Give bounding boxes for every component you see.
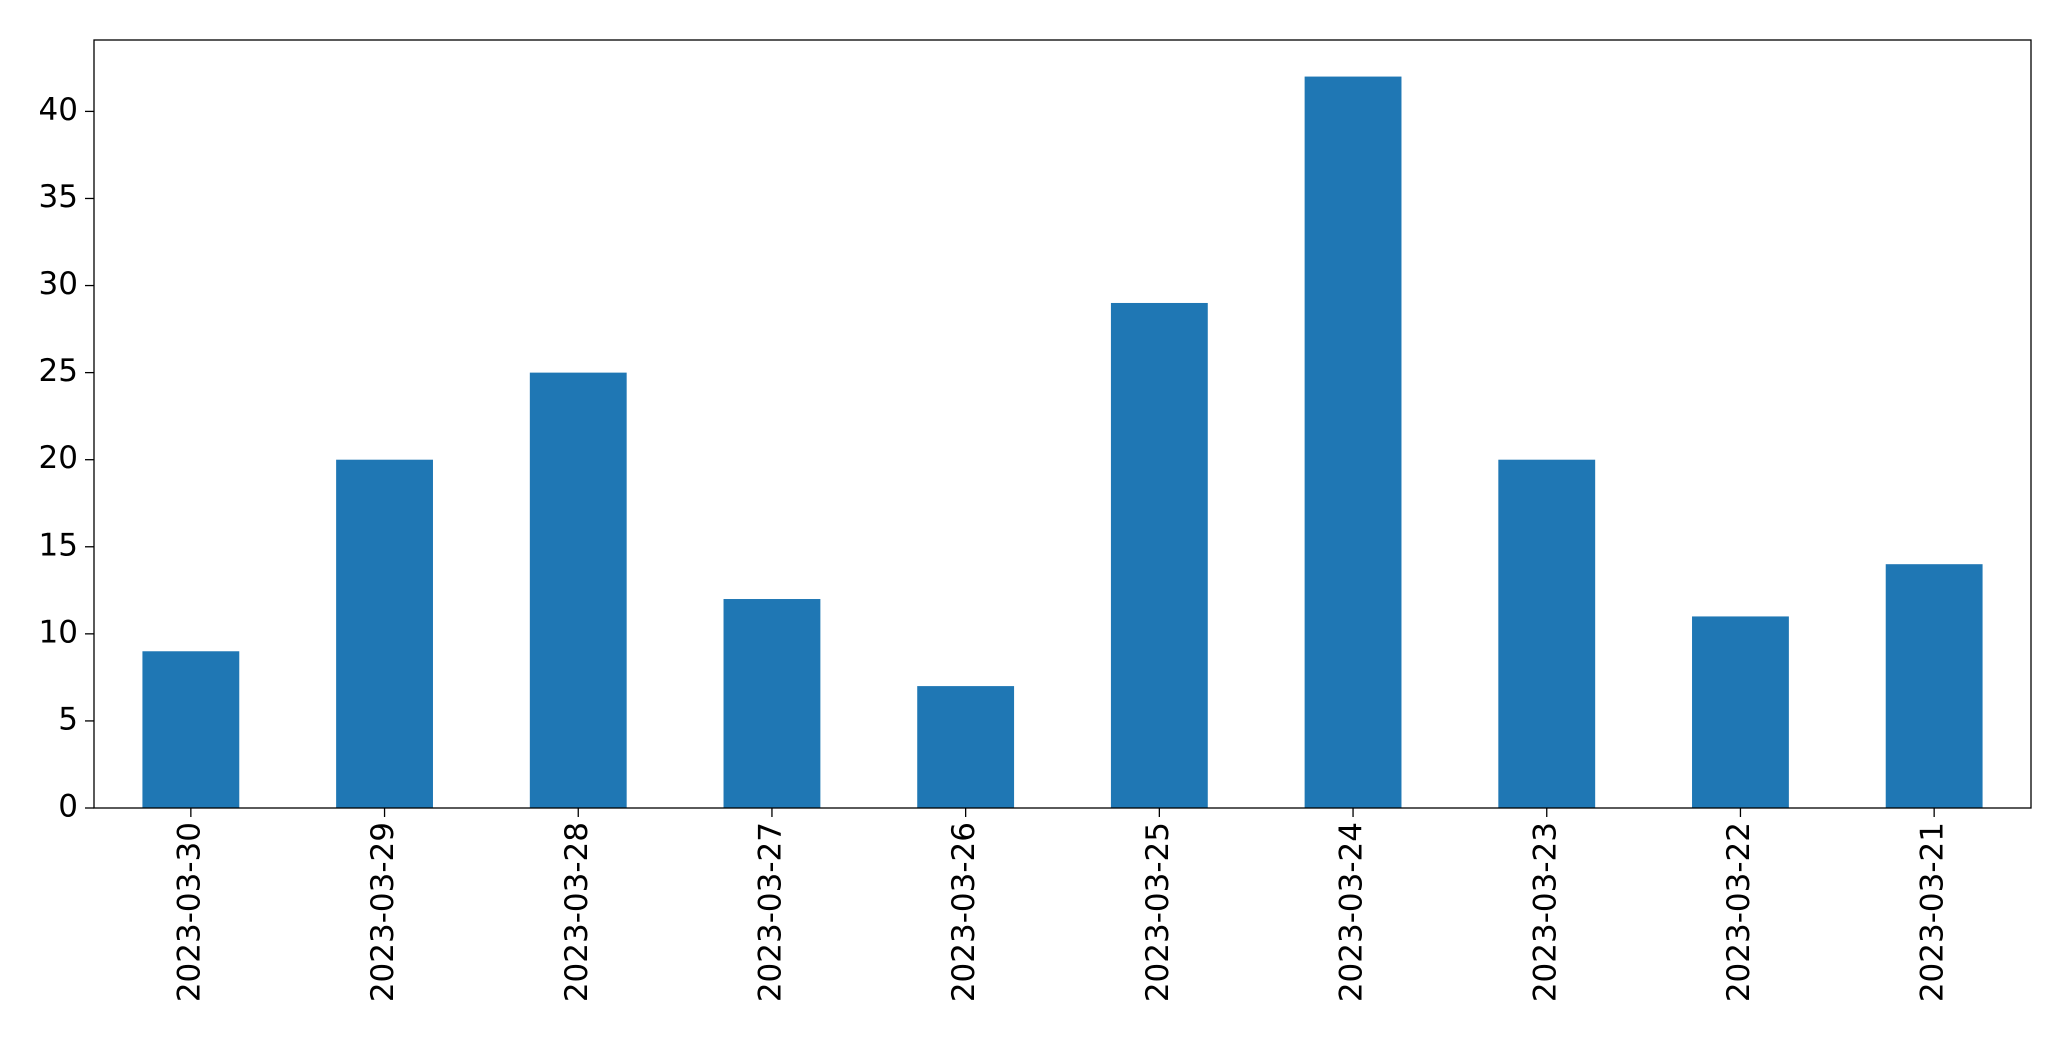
x-tick-label: 2023-03-25: [1140, 822, 1176, 1002]
bar: [1304, 76, 1402, 809]
plot-frame: [93, 39, 2032, 809]
x-tick-label: 2023-03-29: [365, 822, 401, 1002]
y-tick-label: 0: [58, 789, 78, 825]
bar: [529, 372, 627, 808]
x-tick-label: 2023-03-27: [752, 822, 788, 1002]
bar: [142, 651, 240, 808]
bar: [917, 686, 1015, 808]
x-tick-label: 2023-03-21: [1915, 822, 1951, 1002]
y-tick-label: 10: [39, 614, 78, 650]
y-tick-label: 5: [58, 701, 78, 737]
y-tick-label: 35: [39, 179, 78, 215]
x-tick-label: 2023-03-30: [171, 822, 207, 1002]
bar: [336, 459, 433, 808]
bar: [1885, 564, 1983, 808]
bar: [1692, 616, 1789, 808]
y-tick-label: 15: [39, 527, 78, 563]
x-tick-label: 2023-03-28: [559, 822, 595, 1002]
x-tick-label: 2023-03-26: [946, 822, 982, 1002]
bar: [1498, 459, 1596, 808]
y-tick-label: 20: [39, 440, 78, 476]
bar: [723, 599, 821, 808]
x-tick-label: 2023-03-23: [1527, 822, 1563, 1002]
x-tick-label: 2023-03-22: [1721, 822, 1757, 1002]
x-tick-label: 2023-03-24: [1334, 822, 1370, 1002]
y-tick-label: 30: [39, 266, 78, 302]
y-tick-label: 25: [39, 353, 78, 389]
bar: [1110, 302, 1208, 808]
y-tick-label: 40: [39, 92, 78, 128]
